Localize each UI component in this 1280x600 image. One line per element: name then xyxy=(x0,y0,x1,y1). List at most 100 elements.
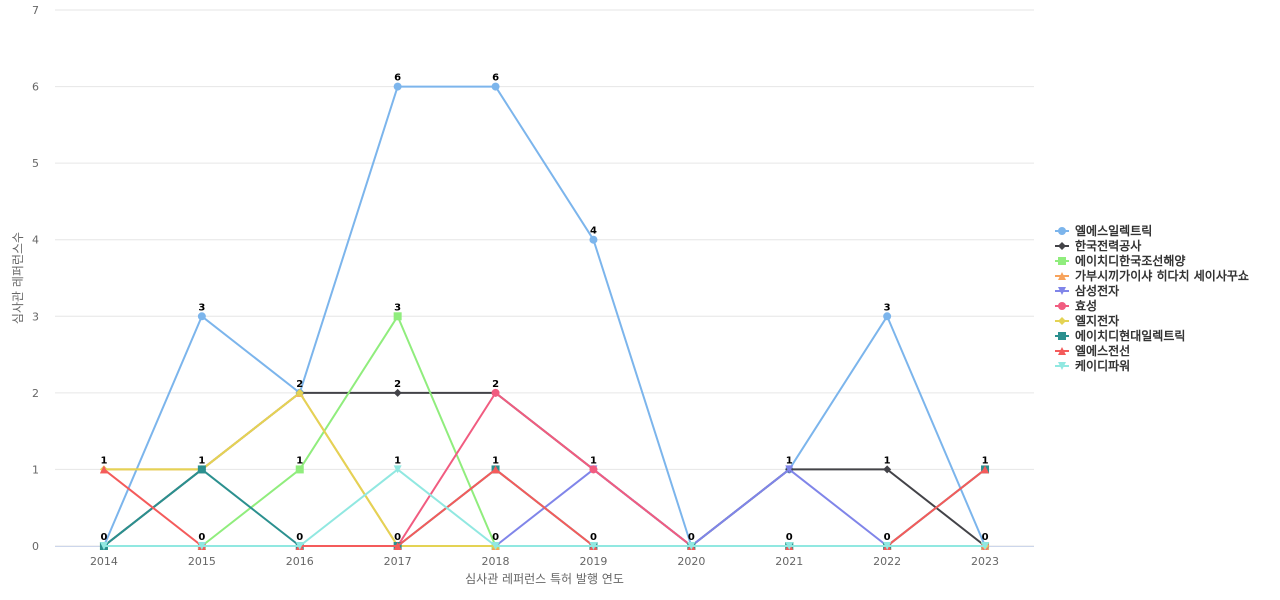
x-tick-label: 2016 xyxy=(286,555,314,568)
data-point xyxy=(393,312,402,321)
legend-marker xyxy=(1058,317,1066,325)
data-label: 1 xyxy=(296,455,303,466)
x-tick-label: 2021 xyxy=(775,555,803,568)
legend-marker xyxy=(1058,257,1066,265)
data-label: 6 xyxy=(492,73,499,84)
legend-label: 에이치디현대일렉트릭 xyxy=(1075,328,1185,343)
legend-label: 효성 xyxy=(1075,299,1097,313)
data-point xyxy=(197,312,206,321)
data-label: 1 xyxy=(198,455,205,466)
data-label: 6 xyxy=(394,73,401,84)
data-point xyxy=(393,388,402,397)
data-label: 2 xyxy=(492,379,499,390)
data-point xyxy=(981,542,990,550)
data-point xyxy=(687,542,696,550)
legend-item[interactable]: 에이치디한국조선해양 xyxy=(1055,253,1185,268)
x-tick-label: 2015 xyxy=(188,555,216,568)
y-tick-label: 2 xyxy=(32,387,39,400)
data-point xyxy=(883,465,892,474)
data-label: 0 xyxy=(590,532,597,543)
legend-label: 한국전력공사 xyxy=(1075,238,1141,253)
series-10 xyxy=(99,465,990,550)
data-point xyxy=(295,542,304,550)
data-label: 1 xyxy=(394,455,401,466)
legend-marker xyxy=(1058,362,1066,370)
series-lines xyxy=(99,82,990,550)
legend-marker xyxy=(1058,242,1066,250)
x-axis-title: 심사관 레퍼런스 특허 발행 연도 xyxy=(465,571,624,586)
x-tick-label: 2019 xyxy=(579,555,607,568)
data-point xyxy=(393,82,402,91)
y-tick-label: 5 xyxy=(32,157,39,170)
data-point xyxy=(393,465,402,474)
legend-item[interactable]: 엘에스일렉트릭 xyxy=(1055,223,1152,238)
data-point xyxy=(99,465,108,474)
legend-item[interactable]: 한국전력공사 xyxy=(1055,238,1141,253)
x-tick-label: 2017 xyxy=(384,555,412,568)
legend-label: 가부시끼가이샤 히다치 세이사꾸쇼 xyxy=(1075,268,1249,283)
data-point xyxy=(883,542,892,550)
data-label: 4 xyxy=(590,226,597,237)
axes: 심사관 레퍼런스 특허 발행 연도 심사관 레퍼런스수 0 1 2 3 4 5 6 7 2014… xyxy=(11,4,1034,586)
x-tick-label: 2018 xyxy=(482,555,510,568)
legend-label: 엘에스일렉트릭 xyxy=(1075,223,1152,238)
data-point xyxy=(589,465,598,474)
legend-item[interactable]: 가부시끼가이샤 히다치 세이사꾸쇼 xyxy=(1055,268,1249,283)
data-label: 0 xyxy=(982,532,989,543)
legend-item[interactable]: 엘에스전선 xyxy=(1055,343,1130,358)
legend-item[interactable]: 엘지전자 xyxy=(1055,313,1119,328)
series-line xyxy=(103,468,986,547)
x-tick-label: 2020 xyxy=(677,555,705,568)
series-line xyxy=(103,468,986,547)
y-tick-label: 3 xyxy=(32,310,39,323)
legend-label: 케이디파워 xyxy=(1075,358,1130,373)
data-label: 2 xyxy=(394,379,401,390)
y-axis-title: 심사관 레퍼런스수 xyxy=(11,232,25,324)
data-label: 0 xyxy=(884,532,891,543)
data-point xyxy=(393,542,402,550)
data-label: 1 xyxy=(492,455,499,466)
data-label: 3 xyxy=(884,302,891,313)
y-tick-label: 1 xyxy=(32,463,39,476)
data-point xyxy=(197,465,206,474)
data-point xyxy=(589,542,598,550)
legend-item[interactable]: 케이디파워 xyxy=(1055,358,1130,373)
data-label: 0 xyxy=(688,532,695,543)
data-point xyxy=(295,388,304,397)
x-tick-label: 2023 xyxy=(971,555,999,568)
data-point xyxy=(883,312,892,321)
x-tick-label: 2014 xyxy=(90,555,118,568)
y-tick-label: 7 xyxy=(32,4,39,17)
y-tick-label: 0 xyxy=(32,540,39,553)
series-9 xyxy=(99,465,990,550)
data-label: 3 xyxy=(198,302,205,313)
data-point xyxy=(785,542,794,550)
legend-item[interactable]: 효성 xyxy=(1055,299,1097,313)
series-line xyxy=(103,85,986,547)
legend-item[interactable]: 에이치디현대일렉트릭 xyxy=(1055,328,1185,343)
data-label: 1 xyxy=(786,455,793,466)
data-label: 0 xyxy=(786,532,793,543)
legend-item[interactable]: 삼성전자 xyxy=(1055,283,1119,298)
data-label: 3 xyxy=(394,302,401,313)
data-point xyxy=(99,542,108,550)
data-point xyxy=(491,542,500,550)
data-label: 1 xyxy=(590,455,597,466)
x-tick-label: 2022 xyxy=(873,555,901,568)
data-label: 1 xyxy=(884,455,891,466)
legend-label: 엘에스전선 xyxy=(1075,343,1130,358)
data-point xyxy=(491,82,500,91)
data-point xyxy=(589,235,598,244)
legend-marker xyxy=(1058,287,1066,295)
data-label: 0 xyxy=(394,532,401,543)
data-label: 0 xyxy=(100,532,107,543)
legend-label: 삼성전자 xyxy=(1075,283,1119,298)
legend-marker xyxy=(1058,332,1066,340)
legend-marker xyxy=(1058,227,1066,235)
legend-label: 엘지전자 xyxy=(1075,313,1119,328)
data-label: 0 xyxy=(296,532,303,543)
data-point xyxy=(785,465,794,474)
